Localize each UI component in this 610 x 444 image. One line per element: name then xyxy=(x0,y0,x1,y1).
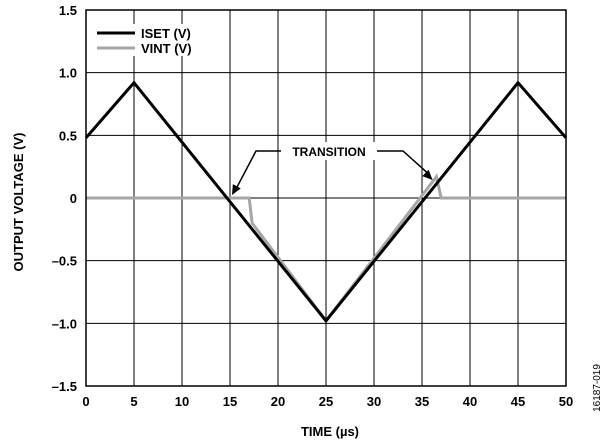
annotation-arrow-left xyxy=(235,150,281,190)
legend-label-iset: ISET (V) xyxy=(141,26,191,41)
x-tick-label: 40 xyxy=(463,394,477,409)
figure-id: 16187-019 xyxy=(592,364,603,412)
x-tick-labels: 0 5 10 15 20 25 30 35 40 45 50 xyxy=(82,394,573,409)
y-tick-label: –1.5 xyxy=(52,379,77,394)
x-tick-label: 5 xyxy=(130,394,137,409)
annotation-arrowhead-right xyxy=(422,169,433,180)
plot-frame xyxy=(85,9,567,387)
y-tick-labels: 1.5 1.0 0.5 0 –0.5 –1.0 –1.5 xyxy=(52,3,77,394)
y-tick-label: 1.0 xyxy=(59,66,77,81)
y-tick-label: 0.5 xyxy=(59,128,77,143)
x-tick-label: 10 xyxy=(175,394,189,409)
x-tick-label: 0 xyxy=(82,394,89,409)
legend: ISET (V) VINT (V) xyxy=(94,24,222,56)
y-tick-label: –1.0 xyxy=(52,316,77,331)
annotation-arrowhead-left xyxy=(232,184,241,195)
series-layer xyxy=(84,80,568,324)
y-axis-title: OUTPUT VOLTAGE (V) xyxy=(11,133,26,272)
annotation-background xyxy=(281,142,377,160)
x-tick-label: 15 xyxy=(223,394,237,409)
y-tick-label: –0.5 xyxy=(52,254,77,269)
x-axis-title: TIME (µs) xyxy=(301,424,359,439)
x-tick-label: 20 xyxy=(271,394,285,409)
y-tick-label: 1.5 xyxy=(59,3,77,18)
legend-label-vint: VINT (V) xyxy=(141,41,192,56)
series-line-iset xyxy=(84,80,568,324)
y-tick-label: 0 xyxy=(70,191,77,206)
x-tick-label: 35 xyxy=(415,394,429,409)
x-tick-label: 30 xyxy=(367,394,381,409)
annotation-arrow-right xyxy=(377,150,430,175)
transition-annotation: TRANSITION xyxy=(232,142,433,195)
x-tick-label: 25 xyxy=(319,394,333,409)
x-tick-label: 45 xyxy=(511,394,525,409)
x-tick-label: 50 xyxy=(559,394,573,409)
legend-background xyxy=(94,24,222,56)
annotation-label: TRANSITION xyxy=(292,145,365,159)
